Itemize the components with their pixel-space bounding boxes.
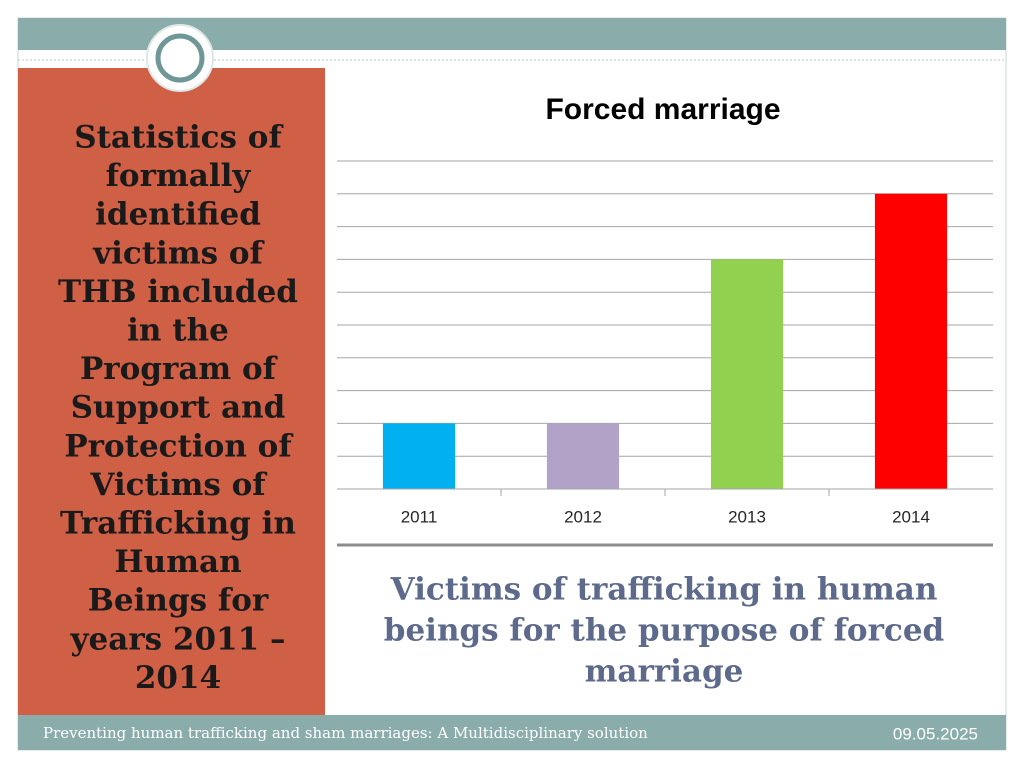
bar <box>710 259 784 489</box>
bar <box>382 423 456 489</box>
x-tick-label: 2013 <box>728 507 766 526</box>
heading-line: victims of <box>92 235 264 271</box>
heading-panel <box>18 68 325 715</box>
x-tick-label: 2014 <box>892 507 930 526</box>
heading-line: Human <box>114 544 241 580</box>
heading-line: identified <box>95 197 261 233</box>
heading-line: Program of <box>80 351 278 387</box>
caption-line: marriage <box>585 654 744 690</box>
footer-band <box>18 715 1006 750</box>
footer-text: Preventing human trafficking and sham ma… <box>43 724 648 742</box>
heading-line: formally <box>106 158 252 194</box>
heading-line: in the <box>127 313 229 349</box>
heading-line: THB included <box>58 274 298 310</box>
x-tick-label: 2011 <box>401 507 438 526</box>
bar <box>546 423 620 489</box>
heading-line: Trafficking in <box>60 506 296 542</box>
date: 09.05.2025 <box>893 724 978 743</box>
bar <box>874 193 948 490</box>
heading-line: years 2011 – <box>70 621 286 657</box>
heading-line: Beings for <box>88 583 269 619</box>
heading-line: Victims of <box>89 467 267 503</box>
caption-line: Victims of trafficking in human <box>390 572 938 608</box>
chart-title: Forced marriage <box>545 93 780 126</box>
ornament-ring <box>155 33 205 83</box>
caption-line: beings for the purpose of forced <box>384 613 944 649</box>
heading-line: Protection of <box>64 428 293 464</box>
heading-line: 2014 <box>135 660 221 696</box>
x-tick-label: 2012 <box>564 507 602 526</box>
heading-line: Statistics of <box>74 120 283 156</box>
heading-line: Support and <box>71 390 286 426</box>
